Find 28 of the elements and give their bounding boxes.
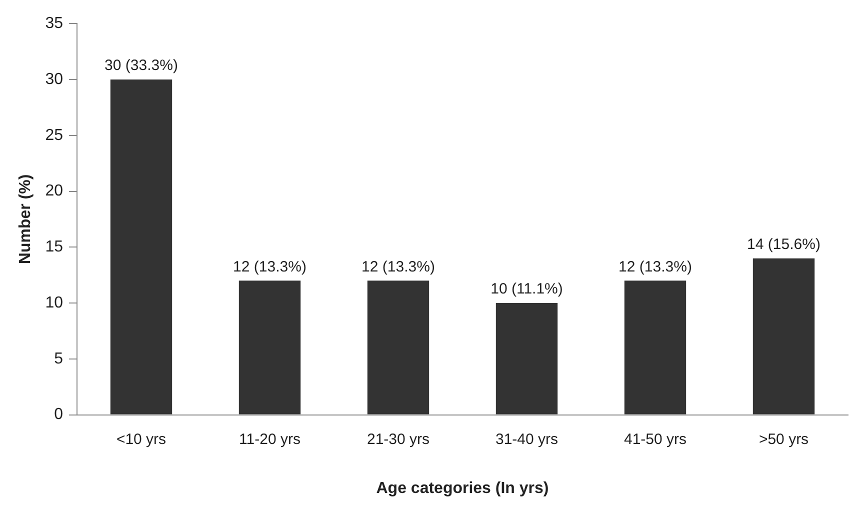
x-tick-label: 41-50 yrs: [624, 430, 687, 448]
y-tick-label: 25: [45, 126, 64, 144]
data-label: 12 (13.3%): [233, 258, 306, 276]
x-tick-label: <10 yrs: [116, 430, 166, 448]
y-tick-label: 20: [45, 182, 64, 200]
data-label: 12 (13.3%): [618, 258, 692, 276]
bar: [496, 303, 558, 414]
data-label: 30 (33.3%): [104, 57, 178, 74]
x-tick-label: 11-20 yrs: [239, 430, 300, 448]
bar: [110, 79, 172, 414]
data-label: 10 (11.1%): [490, 280, 563, 298]
x-axis-title: Age categories (In yrs): [376, 480, 549, 497]
bar: [238, 280, 301, 414]
y-tick-label: 35: [45, 15, 64, 32]
y-tick-label: 0: [54, 406, 64, 424]
data-label: 12 (13.3%): [362, 258, 435, 276]
bar: [367, 280, 430, 414]
y-axis-title: Number (%): [17, 174, 34, 264]
x-tick-label: 31-40 yrs: [495, 430, 558, 448]
y-tick-label: 10: [45, 294, 64, 312]
x-tick-label: 21-30 yrs: [366, 430, 430, 448]
bar: [624, 280, 686, 414]
bar: [752, 258, 815, 414]
y-tick-label: 15: [45, 238, 64, 256]
y-tick-label: 30: [45, 70, 64, 88]
data-label: 14 (15.6%): [747, 236, 820, 253]
y-tick-label: 5: [54, 350, 64, 368]
x-tick-label: >50 yrs: [758, 430, 809, 448]
